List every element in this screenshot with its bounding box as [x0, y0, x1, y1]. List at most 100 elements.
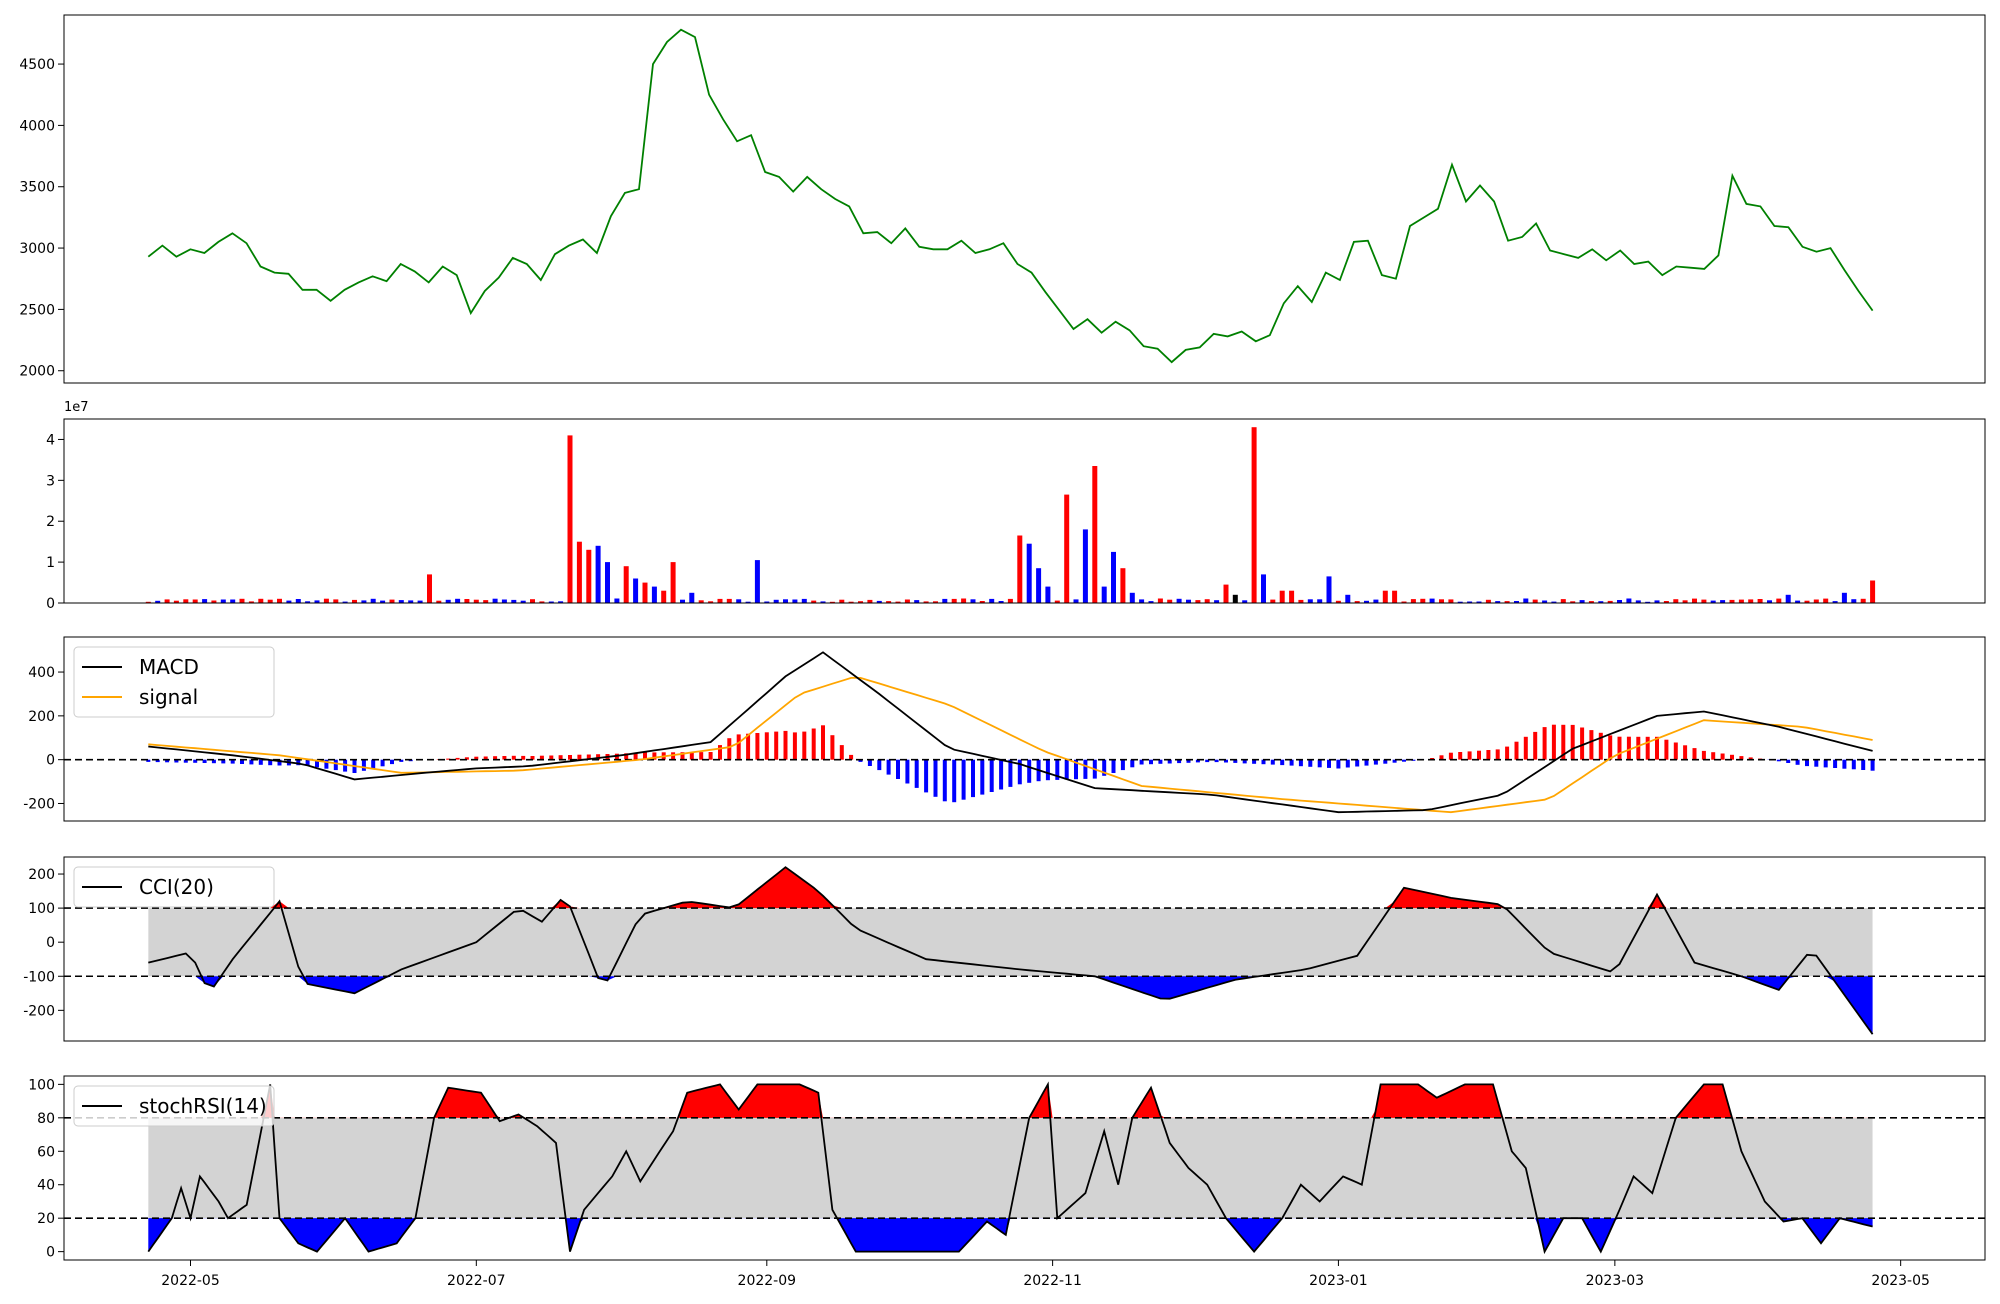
- macd-histogram-bar: [1571, 725, 1575, 760]
- price-line: [148, 30, 1872, 362]
- x-tick-label: 2022-11: [1023, 1273, 1082, 1289]
- macd-histogram-bar: [1046, 760, 1050, 781]
- macd-ytick-label: 400: [28, 665, 55, 681]
- volume-ytick-label: 1: [46, 555, 55, 571]
- cci-overbought-fill: [148, 867, 1872, 908]
- macd-histogram-bar: [755, 733, 759, 760]
- stochrsi-ytick-label: 20: [37, 1211, 55, 1227]
- volume-bar: [427, 574, 432, 603]
- macd-legend-label: MACD: [139, 655, 199, 679]
- cci-ytick-label: -100: [23, 969, 55, 985]
- x-tick-label: 2023-03: [1586, 1273, 1645, 1289]
- volume-bar: [1092, 466, 1097, 603]
- volume-bar: [202, 599, 207, 603]
- volume-bar: [1074, 599, 1079, 603]
- macd-histogram-bar: [1515, 742, 1519, 760]
- macd-histogram-bar: [1318, 760, 1322, 768]
- volume-bar: [802, 599, 807, 603]
- macd-histogram-bar: [1861, 760, 1865, 770]
- volume-bar: [1533, 600, 1538, 603]
- volume-bar: [652, 587, 657, 603]
- volume-bar: [577, 542, 582, 603]
- macd-histogram-bar: [915, 760, 919, 788]
- macd-histogram-bar: [812, 729, 816, 760]
- macd-histogram-bar: [952, 760, 956, 803]
- macd-histogram-bar: [821, 725, 825, 759]
- x-tick-label: 2022-09: [738, 1273, 797, 1289]
- macd-histogram-bar: [1524, 737, 1528, 760]
- macd-histogram-bar: [1083, 760, 1087, 779]
- macd-histogram-bar: [765, 732, 769, 759]
- macd-histogram-bar: [1477, 751, 1481, 760]
- volume-bar: [1102, 587, 1107, 603]
- volume-bar: [1280, 591, 1285, 603]
- macd-histogram-bar: [896, 760, 900, 779]
- volume-bar: [1289, 591, 1294, 603]
- volume-bar: [689, 593, 694, 603]
- macd-histogram-bar: [1065, 760, 1069, 780]
- macd-histogram-bar: [1683, 745, 1687, 759]
- macd-histogram-bar: [934, 760, 938, 797]
- volume-bar: [755, 560, 760, 603]
- volume-bar: [614, 599, 619, 604]
- volume-bar: [221, 600, 226, 604]
- price-ytick-label: 3000: [19, 241, 55, 257]
- price-ytick-label: 4000: [19, 118, 55, 134]
- macd-histogram-bar: [971, 760, 975, 797]
- macd-histogram-bar: [1458, 752, 1462, 760]
- macd-histogram-bar: [1852, 760, 1856, 770]
- macd-histogram-bar: [699, 752, 703, 760]
- cci-ytick-label: 200: [28, 867, 55, 883]
- macd-histogram-bar: [1505, 747, 1509, 760]
- macd-histogram-bar: [1824, 760, 1828, 768]
- volume-bar: [1261, 574, 1266, 603]
- stochrsi-band: [148, 1118, 1872, 1218]
- macd-histogram-bar: [1290, 760, 1294, 766]
- macd-histogram-bar: [1121, 760, 1125, 770]
- volume-bar: [1842, 593, 1847, 603]
- volume-bar: [1036, 568, 1041, 603]
- volume-bar: [1383, 591, 1388, 603]
- volume-bar: [1130, 593, 1135, 603]
- macd-histogram-bar: [868, 760, 872, 766]
- macd-line: [148, 652, 1872, 812]
- volume-bar: [1870, 581, 1875, 604]
- volume-bar: [1045, 587, 1050, 603]
- volume-bar: [1701, 600, 1706, 603]
- macd-histogram-bar: [371, 760, 375, 769]
- macd-histogram-bar: [784, 731, 788, 760]
- volume-bar: [1411, 599, 1416, 603]
- macd-histogram-bar: [1336, 760, 1340, 769]
- volume-bar: [1158, 599, 1163, 604]
- macd-histogram-bar: [1308, 760, 1312, 767]
- volume-bar: [1823, 599, 1828, 603]
- volume-bar: [1748, 599, 1753, 603]
- stochrsi-ytick-label: 60: [37, 1144, 55, 1160]
- volume-ytick-label: 2: [46, 514, 55, 530]
- macd-histogram-bar: [1402, 760, 1406, 762]
- macd-histogram-bar: [1871, 760, 1875, 771]
- volume-bar: [633, 579, 638, 604]
- volume-bar: [596, 546, 601, 603]
- price-ytick-label: 2500: [19, 302, 55, 318]
- macd-histogram-bar: [334, 760, 338, 770]
- volume-bar: [792, 600, 797, 604]
- macd-histogram-bar: [203, 760, 207, 763]
- macd-histogram-bar: [1646, 737, 1650, 760]
- macd-histogram-bar: [840, 745, 844, 760]
- macd-histogram-bar: [1842, 760, 1846, 769]
- volume-bar: [493, 599, 498, 603]
- macd-histogram-bar: [802, 732, 806, 760]
- price-ytick-label: 2000: [19, 364, 55, 380]
- volume-bar: [333, 599, 338, 603]
- macd-histogram-bar: [924, 760, 928, 793]
- cci-oversold-fill: [148, 976, 1872, 1034]
- volume-bar: [1008, 599, 1013, 603]
- macd-histogram-bar: [1580, 728, 1584, 760]
- macd-histogram-bar: [1627, 737, 1631, 760]
- price-ytick-label: 3500: [19, 180, 55, 196]
- macd-histogram-bar: [577, 755, 581, 760]
- volume-bar: [1814, 600, 1819, 604]
- macd-histogram-bar: [990, 760, 994, 792]
